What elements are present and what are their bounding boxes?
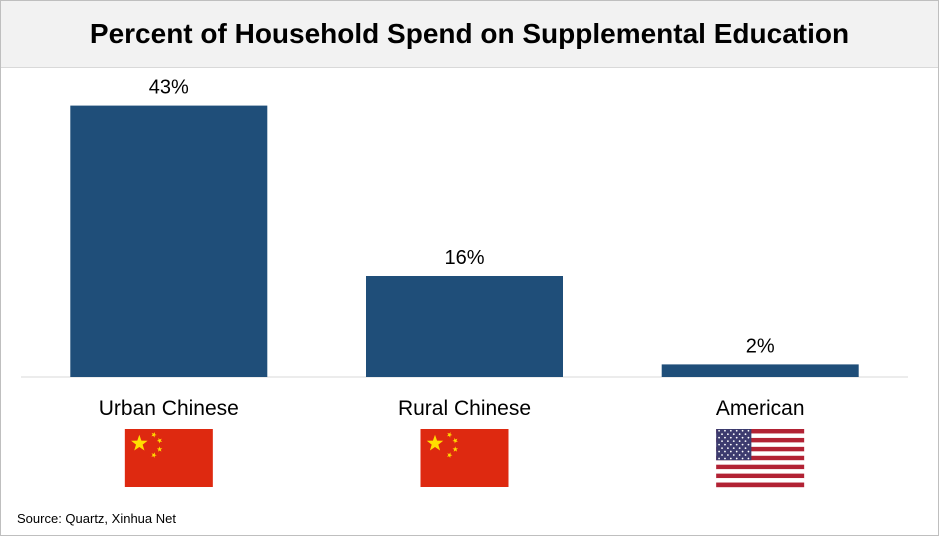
flag-small-star: [452, 446, 459, 452]
flag-star: [735, 443, 738, 446]
flag-star: [732, 440, 735, 443]
flag-star: [747, 450, 750, 453]
flag-stripe: [716, 469, 805, 474]
flag-stripe: [716, 451, 805, 456]
flag-star: [747, 443, 750, 446]
flag-star: [747, 429, 750, 432]
category-label: American: [716, 397, 805, 420]
category-label: Rural Chinese: [398, 397, 531, 420]
flag-star: [718, 429, 720, 432]
flag-stripe: [716, 482, 805, 488]
flag-star: [718, 436, 720, 439]
chart-title: Percent of Household Spend on Supplement…: [89, 18, 850, 49]
flag-star: [738, 454, 741, 456]
flag-star: [744, 440, 747, 443]
data-label: 43%: [149, 77, 189, 99]
bar: [70, 105, 268, 377]
flag-large-star: [131, 434, 148, 451]
flag-small-star: [156, 446, 163, 452]
flag-stripe: [716, 446, 805, 452]
flag-stripe: [716, 455, 805, 461]
flag-star: [721, 454, 723, 456]
data-label: 2%: [746, 335, 775, 357]
flag-star: [744, 447, 747, 449]
flag-stripe: [716, 442, 805, 448]
flag-star: [747, 436, 750, 439]
flag-star: [738, 440, 741, 443]
source-note: Source: Quartz, Xinhua Net: [17, 511, 176, 526]
flag-star: [729, 457, 732, 460]
flag-star: [741, 429, 744, 432]
flag-star: [727, 440, 729, 443]
flag-star: [747, 457, 750, 460]
flag-small-star: [447, 452, 453, 458]
flag-star: [727, 447, 729, 449]
flag-star: [741, 457, 744, 460]
flag-star: [724, 436, 726, 439]
china-flag-icon: [124, 429, 213, 487]
flag-field: [420, 429, 509, 487]
flag-stripe: [716, 464, 805, 470]
flag-stripe: [716, 437, 805, 443]
flag-star: [741, 443, 744, 446]
bar: [661, 364, 859, 377]
flag-stripe: [716, 478, 805, 483]
title-bar: Percent of Household Spend on Supplement…: [1, 1, 938, 68]
flag-star: [732, 433, 735, 436]
flag-star: [729, 436, 732, 439]
bar: [366, 276, 563, 377]
flag-small-star: [156, 438, 163, 444]
flag-stripe: [716, 429, 805, 434]
flag-small-star: [151, 432, 157, 438]
flag-stripe: [716, 433, 805, 439]
flag-star: [732, 454, 735, 456]
flag-star: [738, 433, 741, 436]
flag-star: [738, 447, 741, 449]
flag-star: [741, 450, 744, 453]
flag-star: [724, 450, 726, 453]
flag-star: [718, 457, 720, 460]
flag-star: [724, 429, 726, 432]
flag-star: [735, 457, 738, 460]
flag-small-star: [452, 438, 458, 444]
flag-field: [124, 429, 213, 487]
flag-star: [741, 436, 744, 439]
flag-star: [721, 447, 723, 449]
flag-star: [732, 447, 735, 449]
flag-star: [721, 440, 723, 443]
flag-star: [727, 433, 729, 436]
data-label: 16%: [444, 247, 484, 269]
flag-star: [735, 450, 738, 453]
flag-star: [744, 454, 747, 456]
category-label: Urban Chinese: [99, 397, 239, 420]
flag-star: [744, 433, 747, 436]
flag-star: [724, 457, 726, 460]
flag-star: [721, 433, 723, 436]
flag-star: [729, 443, 732, 446]
flag-star: [724, 443, 726, 446]
flag-star: [718, 443, 720, 446]
flag-star: [735, 429, 738, 432]
flag-stripe: [716, 460, 805, 465]
flag-star: [729, 429, 732, 432]
flag-small-star: [151, 452, 157, 458]
flag-star: [729, 450, 732, 453]
flag-small-star: [447, 432, 453, 438]
flag-large-star: [426, 434, 444, 451]
china-flag-icon: [420, 429, 509, 487]
usa-flag-icon: [716, 429, 805, 488]
flag-stripe: [716, 473, 805, 479]
flag-star: [727, 454, 729, 456]
flag-star: [735, 436, 738, 439]
flag-star: [718, 450, 720, 453]
